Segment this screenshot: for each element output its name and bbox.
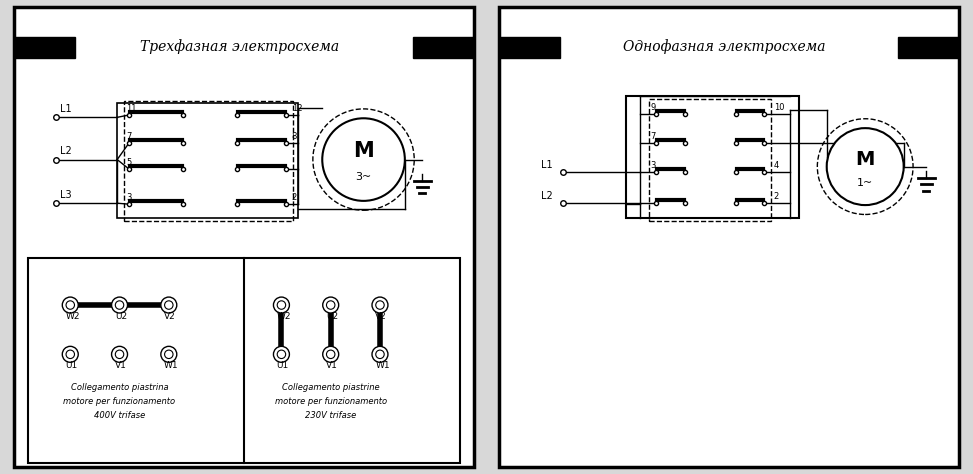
Text: U2: U2	[326, 312, 339, 321]
Circle shape	[161, 297, 177, 313]
Bar	[649, 99, 772, 220]
Circle shape	[112, 346, 127, 362]
Text: 11: 11	[126, 104, 137, 113]
Text: Однофазная электросхема: Однофазная электросхема	[623, 39, 826, 55]
Text: motore per funzionamento: motore per funzionamento	[63, 397, 175, 406]
Text: 3: 3	[650, 162, 656, 171]
Text: L3: L3	[60, 190, 72, 200]
Text: M: M	[353, 141, 374, 161]
Circle shape	[327, 301, 335, 309]
Text: L1: L1	[60, 104, 72, 114]
Circle shape	[376, 350, 384, 358]
Bar	[125, 101, 293, 220]
Text: V1: V1	[326, 361, 338, 370]
Text: 400V trifase: 400V trifase	[94, 410, 145, 419]
Circle shape	[62, 346, 78, 362]
Text: W2: W2	[276, 312, 291, 321]
Circle shape	[116, 301, 124, 309]
Circle shape	[66, 301, 75, 309]
Circle shape	[277, 301, 286, 309]
Circle shape	[376, 301, 384, 309]
Text: 10: 10	[774, 103, 784, 112]
Circle shape	[112, 297, 127, 313]
Bar	[626, 96, 800, 218]
Text: L2: L2	[541, 191, 554, 201]
Text: W1: W1	[164, 361, 179, 370]
Text: 4: 4	[774, 162, 779, 171]
Circle shape	[62, 297, 78, 313]
Circle shape	[273, 346, 289, 362]
Circle shape	[323, 346, 339, 362]
Bar	[413, 36, 474, 58]
Text: U1: U1	[276, 361, 289, 370]
Circle shape	[322, 118, 405, 201]
Text: 9: 9	[650, 103, 656, 112]
Text: motore per funzionamento: motore per funzionamento	[274, 397, 386, 406]
Text: L2: L2	[60, 146, 72, 156]
Text: 12: 12	[292, 104, 303, 113]
Text: 3~: 3~	[355, 173, 372, 182]
Circle shape	[372, 346, 388, 362]
Text: Трехфазная электросхема: Трехфазная электросхема	[140, 39, 339, 55]
Text: L1: L1	[541, 160, 553, 170]
Text: V2: V2	[164, 312, 176, 321]
Circle shape	[277, 350, 286, 358]
Bar	[28, 258, 460, 463]
Text: 1~: 1~	[857, 178, 874, 188]
Text: 230V trifase: 230V trifase	[306, 410, 356, 419]
Circle shape	[372, 297, 388, 313]
Circle shape	[164, 350, 173, 358]
Text: 2: 2	[292, 193, 297, 202]
Text: M: M	[855, 150, 875, 169]
Text: 8: 8	[292, 132, 297, 141]
Circle shape	[161, 346, 177, 362]
Text: 7: 7	[650, 132, 656, 141]
Circle shape	[66, 350, 75, 358]
Circle shape	[323, 297, 339, 313]
Text: 2: 2	[774, 192, 779, 201]
Text: 5: 5	[126, 158, 131, 167]
Text: Collegamento piastrine: Collegamento piastrine	[282, 383, 379, 392]
Bar	[117, 103, 298, 218]
Circle shape	[327, 350, 335, 358]
Text: V2: V2	[376, 312, 387, 321]
Text: U2: U2	[115, 312, 126, 321]
Circle shape	[116, 350, 124, 358]
Text: 7: 7	[126, 132, 132, 141]
Bar	[14, 36, 75, 58]
Circle shape	[827, 128, 904, 205]
Bar	[499, 36, 560, 58]
Text: W1: W1	[376, 361, 390, 370]
Circle shape	[273, 297, 289, 313]
Text: V1: V1	[115, 361, 126, 370]
Text: U1: U1	[65, 361, 78, 370]
Bar	[898, 36, 959, 58]
Text: 3: 3	[126, 193, 132, 202]
Circle shape	[164, 301, 173, 309]
Text: Collegamento piastrina: Collegamento piastrina	[71, 383, 168, 392]
Text: W2: W2	[65, 312, 80, 321]
